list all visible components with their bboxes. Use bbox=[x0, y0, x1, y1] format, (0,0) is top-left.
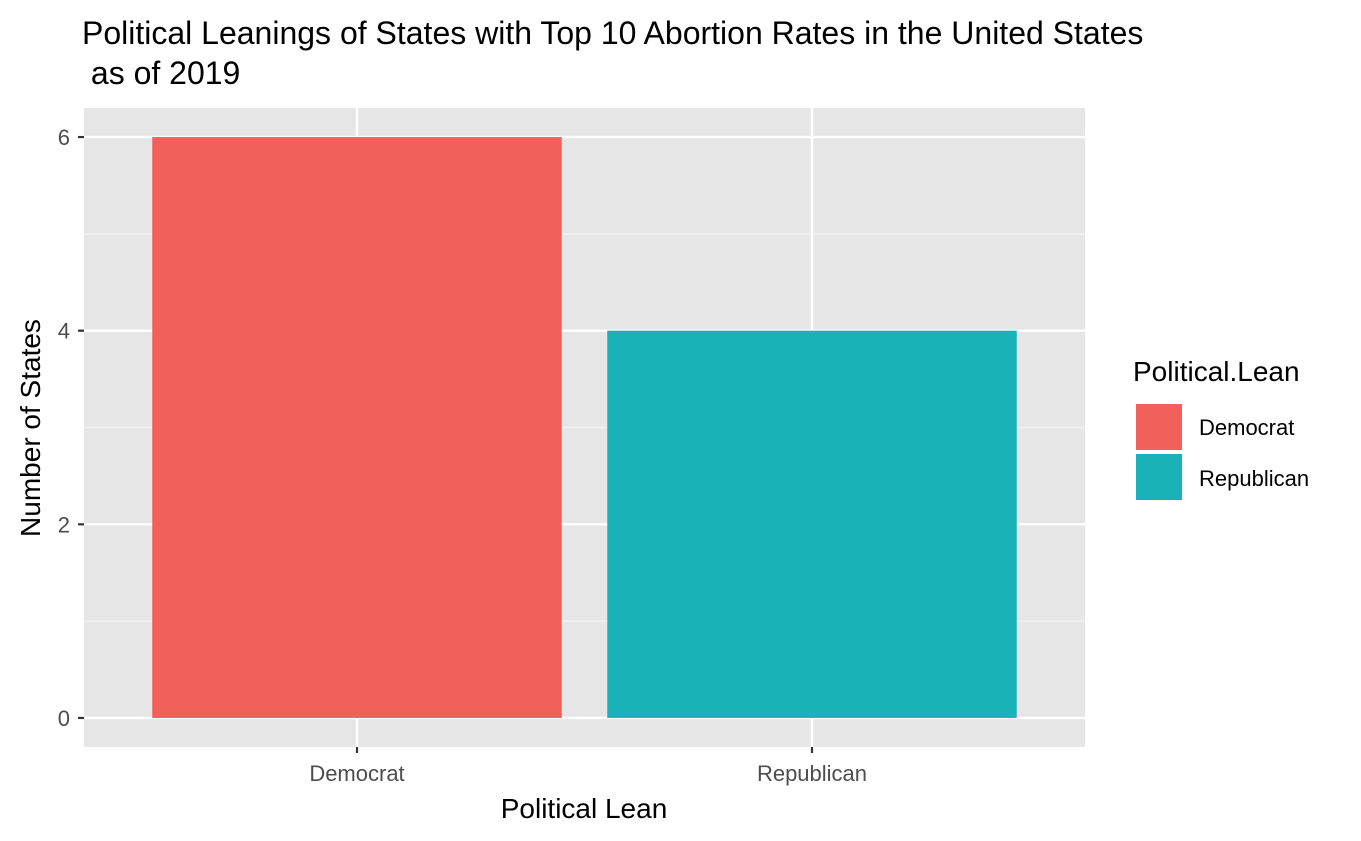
y-axis: 0 2 4 6 bbox=[58, 125, 84, 731]
legend-title: Political.Lean bbox=[1133, 356, 1300, 387]
y-tick-label: 0 bbox=[58, 706, 70, 731]
y-tick-label: 4 bbox=[58, 319, 70, 344]
chart-title-line2: as of 2019 bbox=[82, 55, 240, 91]
x-axis: Democrat Republican bbox=[309, 747, 867, 786]
x-tick-label: Republican bbox=[757, 761, 867, 786]
legend-key-republican bbox=[1134, 452, 1184, 502]
y-axis-title: Number of States bbox=[15, 319, 46, 537]
y-tick-label: 6 bbox=[58, 125, 70, 150]
legend-label-republican: Republican bbox=[1199, 466, 1309, 491]
bar-democrat bbox=[152, 137, 562, 718]
x-axis-title: Political Lean bbox=[501, 793, 668, 824]
legend: Political.Lean Democrat Republican bbox=[1133, 356, 1309, 502]
x-tick-label: Democrat bbox=[309, 761, 404, 786]
bars bbox=[152, 137, 1017, 718]
legend-key-democrat bbox=[1134, 402, 1184, 452]
y-tick-label: 2 bbox=[58, 512, 70, 537]
legend-label-democrat: Democrat bbox=[1199, 415, 1294, 440]
chart-title-line1: Political Leanings of States with Top 10… bbox=[82, 15, 1143, 51]
bar-republican bbox=[607, 330, 1017, 718]
